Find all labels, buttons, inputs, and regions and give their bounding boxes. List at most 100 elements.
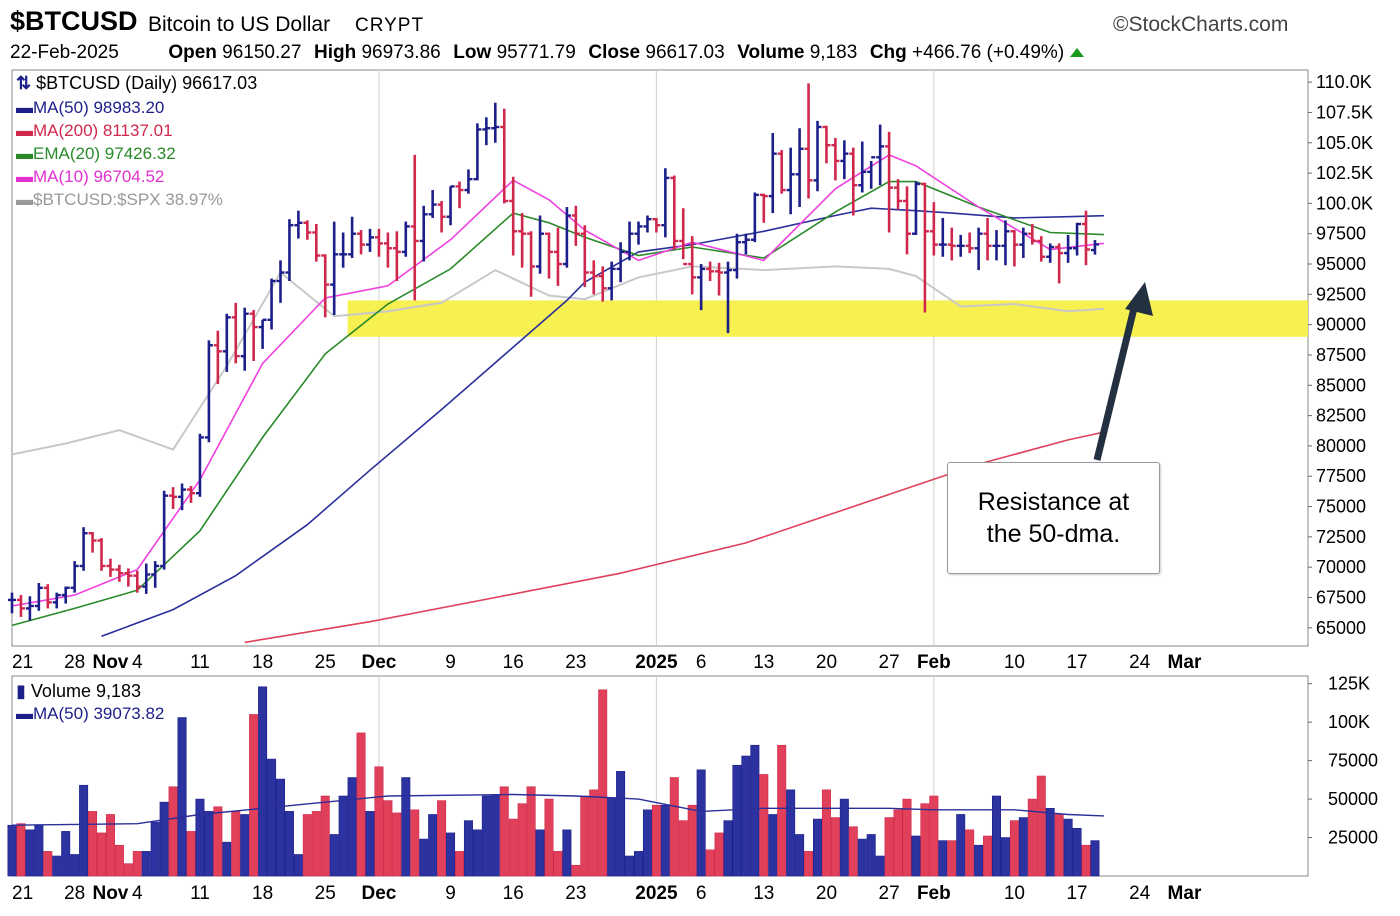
ohlc-bar [1028, 224, 1037, 245]
ohlc-bar [911, 181, 920, 235]
ohlc-bar [222, 313, 231, 372]
date-tick-label: 9 [445, 652, 456, 673]
price-tick-label: 100.0K [1316, 193, 1373, 213]
ohlc-summary: 22-Feb-2025 Open 96150.27 High 96973.86 … [10, 42, 1086, 64]
volume-bar [481, 795, 491, 877]
volume-bar [401, 777, 411, 877]
ohlc-bar [410, 154, 419, 301]
volume-tick-label: 75000 [1328, 751, 1378, 771]
volume-bar [795, 834, 805, 877]
volume-bar [580, 795, 590, 877]
legend-volume-ma-label: MA(50) 39073.82 [33, 704, 165, 723]
ohlc-bar [992, 230, 1001, 261]
legend-ma10-label: MA(10) 96704.52 [33, 167, 165, 186]
price-axis: 110.0K 107.5K 105.0K 102.5K 100.0K 97500 95000… [1308, 72, 1373, 638]
volume-bar [723, 820, 733, 877]
ohlc-bar [670, 175, 679, 250]
volume-bar [302, 814, 312, 877]
volume-bar [598, 689, 608, 877]
line-swatch-icon: ▬ [16, 121, 33, 140]
ohlc-bar [276, 260, 285, 303]
ohlc-bar [500, 108, 509, 204]
ohlc-bar [688, 236, 697, 295]
ohlc-bar [1073, 222, 1082, 256]
ohlc-bar [491, 102, 500, 143]
brand-logo[interactable]: ©StockCharts.com [1113, 13, 1289, 36]
ohlc-bar [321, 254, 330, 318]
legend-ema20: ▬EMA(20) 97426.32 [16, 144, 176, 164]
volume-bar [204, 811, 214, 877]
ohlc-bar [124, 568, 133, 587]
date-tick-label: 17 [1066, 652, 1087, 673]
ohlc-bar [706, 261, 715, 281]
volume-bar [454, 851, 464, 877]
price-tick-label: 87500 [1316, 345, 1366, 365]
ohlc-bar [267, 278, 276, 330]
volume-bar [114, 844, 124, 877]
volume-bar [956, 814, 966, 877]
volume-bar [938, 840, 948, 877]
ohlc-bar [133, 570, 142, 593]
date-tick-label: Mar [1168, 652, 1202, 673]
date-tick-label: 21 [12, 652, 33, 673]
price-bars [8, 83, 1099, 621]
volume-bar [338, 795, 348, 877]
legend-price-label: $BTCUSD (Daily) 96617.03 [36, 73, 258, 93]
volume-bar [1045, 808, 1055, 877]
change-label: Chg [869, 42, 907, 63]
ohlc-bar [88, 532, 97, 553]
volume-bar [159, 801, 169, 877]
ohlc-bar [580, 225, 589, 288]
volume-bar [732, 764, 742, 877]
volume-bar [365, 811, 375, 877]
date-axis: 21212828NovNov44111118182525DecDec991616… [12, 652, 1202, 904]
price-tick-label: 70000 [1316, 557, 1366, 577]
ohlc-bar [768, 133, 777, 214]
date-tick-label: 24 [1129, 883, 1151, 904]
chart-header: $BTCUSD Bitcoin to US Dollar CRYPT ©Stoc… [0, 0, 1400, 68]
ohlc-bar [249, 310, 258, 362]
ohlc-bar [974, 227, 983, 271]
volume-bar [186, 831, 196, 877]
ohlc-bar [849, 147, 858, 216]
volume-bar [571, 864, 581, 877]
date-tick-label: Mar [1168, 883, 1202, 904]
ohlc-bar [34, 582, 43, 611]
ohlc-bar [187, 485, 195, 503]
volume-bar [535, 829, 545, 877]
volume-bar [526, 786, 536, 877]
date-tick-label: 13 [753, 883, 774, 904]
date-tick-label: 23 [565, 652, 586, 673]
ohlc-bar [294, 210, 303, 239]
date-tick-label: 23 [565, 883, 586, 904]
volume-bar [759, 774, 769, 877]
volume-bar [911, 835, 921, 877]
ohlc-bar [894, 179, 903, 210]
volume-bar [1009, 820, 1019, 877]
quote-date: 22-Feb-2025 [10, 42, 119, 63]
ohlc-bar [956, 234, 965, 257]
volume-bar [141, 851, 151, 877]
ohlc-bar [178, 483, 187, 511]
volume-bar [79, 784, 89, 877]
ohlc-bar [213, 330, 222, 385]
volume-bar [284, 811, 294, 877]
date-tick-label: 11 [190, 652, 210, 673]
volume-bar [866, 834, 876, 877]
ohlc-bar [527, 231, 536, 297]
date-tick-label: 21 [12, 883, 33, 904]
volume-ma-line [11, 793, 1104, 826]
volume-bar [320, 795, 330, 877]
date-tick-label: 6 [696, 883, 707, 904]
ohlc-bar [831, 137, 840, 181]
ohlc-bar [366, 228, 374, 252]
ohlc-bar [401, 221, 410, 257]
date-tick-label: 27 [879, 652, 900, 673]
ohlc-bar [231, 302, 240, 364]
price-tick-label: 72500 [1316, 527, 1366, 547]
volume-bar [105, 814, 115, 877]
legend-relative-label: $BTCUSD:$SPX 38.97% [33, 190, 223, 209]
volume-bar [678, 820, 688, 877]
ohlc-bar [357, 230, 366, 255]
ohlc-bar [777, 150, 786, 194]
